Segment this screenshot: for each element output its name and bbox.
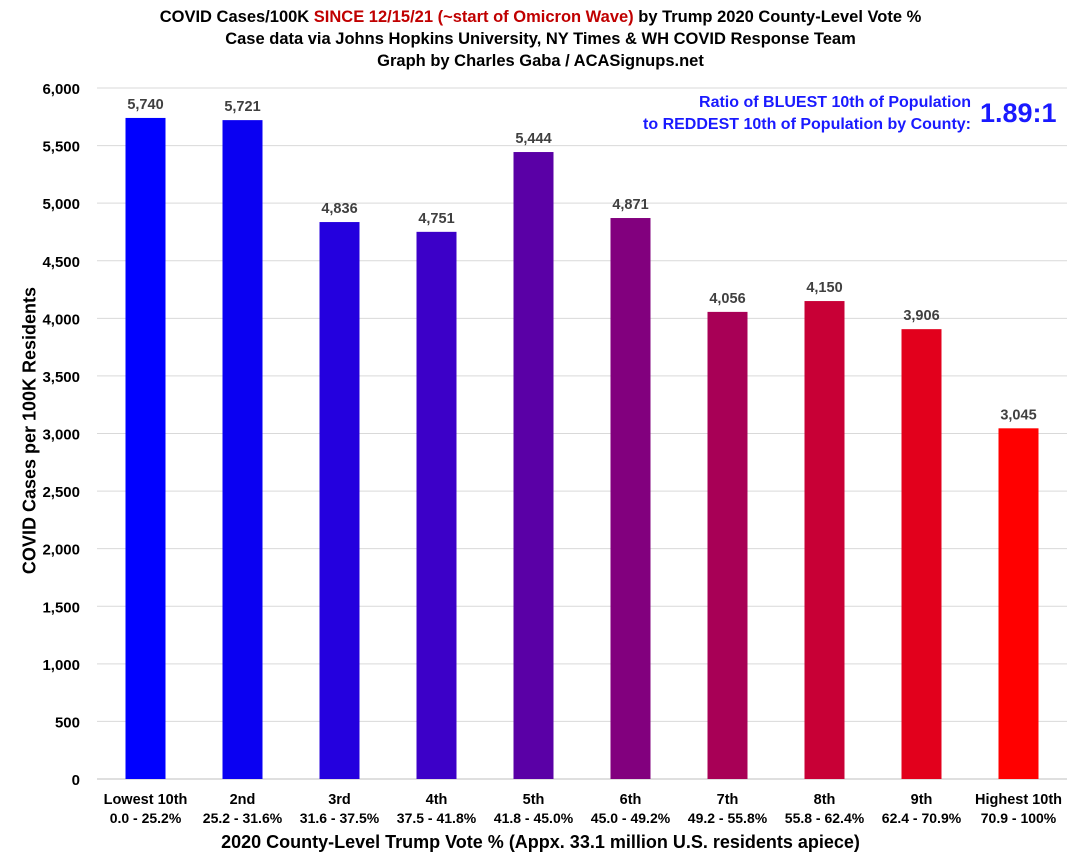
bar [513,152,554,780]
x-tick-label: 2nd [230,792,256,808]
x-tick-range: 25.2 - 31.6% [203,810,283,826]
x-tick-range: 62.4 - 70.9% [882,810,962,826]
data-label: 5,444 [515,131,551,147]
y-tick-label: 2,000 [42,542,80,559]
data-label: 4,836 [321,201,357,217]
ratio-line2: to REDDEST 10th of Population by County: [643,116,971,133]
bar [222,120,263,780]
ratio-value: 1.89:1 [980,98,1057,128]
x-tick-range: 41.8 - 45.0% [494,810,574,826]
x-tick-range: 37.5 - 41.8% [397,810,477,826]
bar [707,311,748,779]
bar [125,117,166,779]
x-tick-label: 4th [426,792,448,808]
bar [998,428,1039,779]
bar [901,329,942,779]
x-tick-label: Lowest 10th [104,792,188,808]
x-tick-label: 5th [523,792,545,808]
data-label: 4,871 [612,197,648,213]
y-tick-label: 500 [55,714,80,731]
ratio-line1: Ratio of BLUEST 10th of Population [699,94,971,111]
x-tick-label: 7th [717,792,739,808]
x-tick-range: 49.2 - 55.8% [688,810,768,826]
data-label: 5,721 [224,99,260,115]
bar [319,222,360,779]
data-label: 3,906 [903,308,939,324]
y-tick-label: 4,000 [42,311,80,328]
y-tick-label: 5,500 [42,139,80,156]
data-label: 4,150 [806,280,842,296]
bar [416,231,457,780]
x-tick-range: 0.0 - 25.2% [110,810,182,826]
y-tick-label: 4,500 [42,254,80,271]
chart-title-line1: COVID Cases/100K SINCE 12/15/21 (~start … [159,8,922,26]
chart-title-line3: Graph by Charles Gaba / ACASignups.net [377,52,704,70]
y-tick-label: 2,500 [42,484,80,501]
x-tick-label: 3rd [328,792,351,808]
x-tick-label: 8th [814,792,836,808]
bar [610,218,651,779]
y-tick-label: 0 [72,772,80,789]
y-tick-label: 1,500 [42,599,80,616]
y-tick-label: 6,000 [42,81,80,98]
y-axis-label: COVID Cases per 100K Residents [19,286,40,575]
y-tick-label: 3,000 [42,427,80,444]
bar [804,301,845,779]
x-tick-range: 31.6 - 37.5% [300,810,380,826]
y-tick-label: 3,500 [42,369,80,386]
x-tick-range: 45.0 - 49.2% [591,810,671,826]
x-tick-range: 55.8 - 62.4% [785,810,865,826]
x-tick-label: 9th [911,792,933,808]
x-tick-label: 6th [620,792,642,808]
chart-title-line2: Case data via Johns Hopkins University, … [225,30,856,48]
data-label: 5,740 [127,97,163,113]
ratio-annotation: Ratio of BLUEST 10th of Population to RE… [643,92,971,136]
data-label: 4,056 [709,291,745,307]
x-tick-range: 70.9 - 100% [981,810,1057,826]
x-tick-label: Highest 10th [975,792,1062,808]
data-label: 4,751 [418,211,454,227]
y-tick-label: 5,000 [42,196,80,213]
data-label: 3,045 [1000,407,1036,423]
y-tick-label: 1,000 [42,657,80,674]
x-axis-label: 2020 County-Level Trump Vote % (Appx. 33… [221,832,860,852]
